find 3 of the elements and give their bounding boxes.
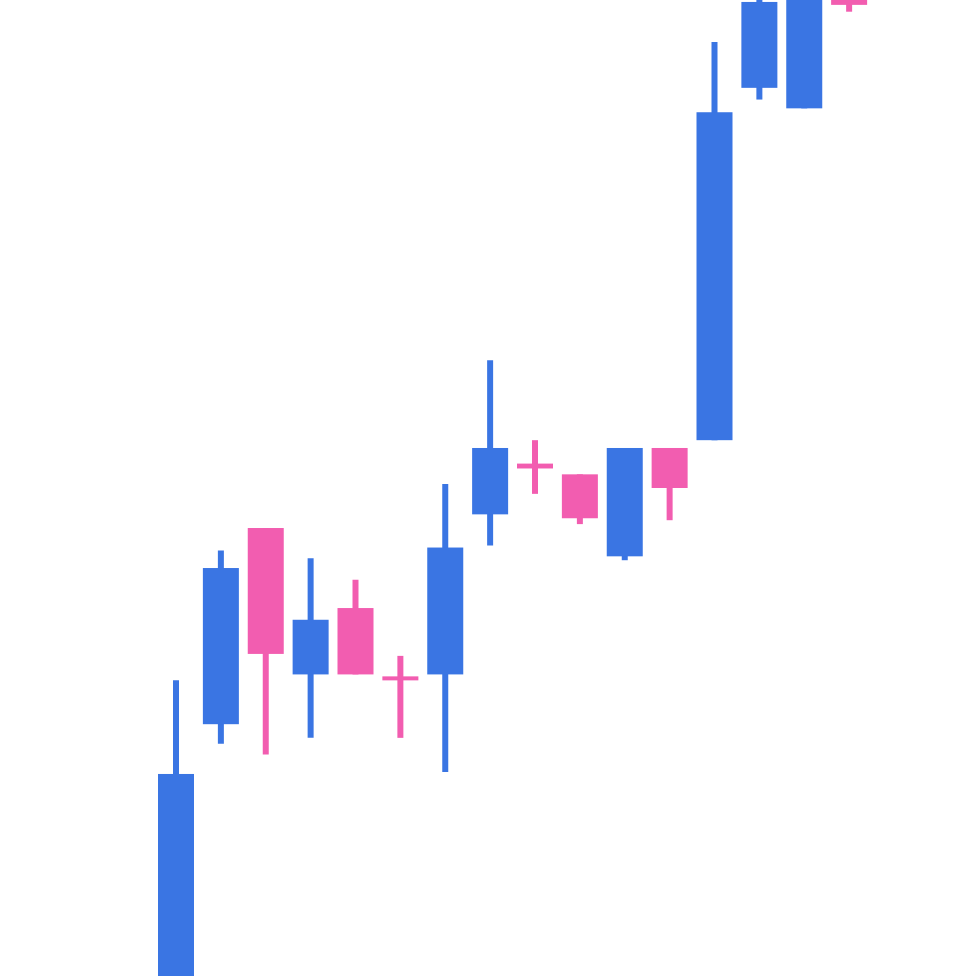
candlestick	[561, 474, 598, 525]
candlestick	[382, 655, 419, 738]
candlestick	[651, 447, 688, 521]
